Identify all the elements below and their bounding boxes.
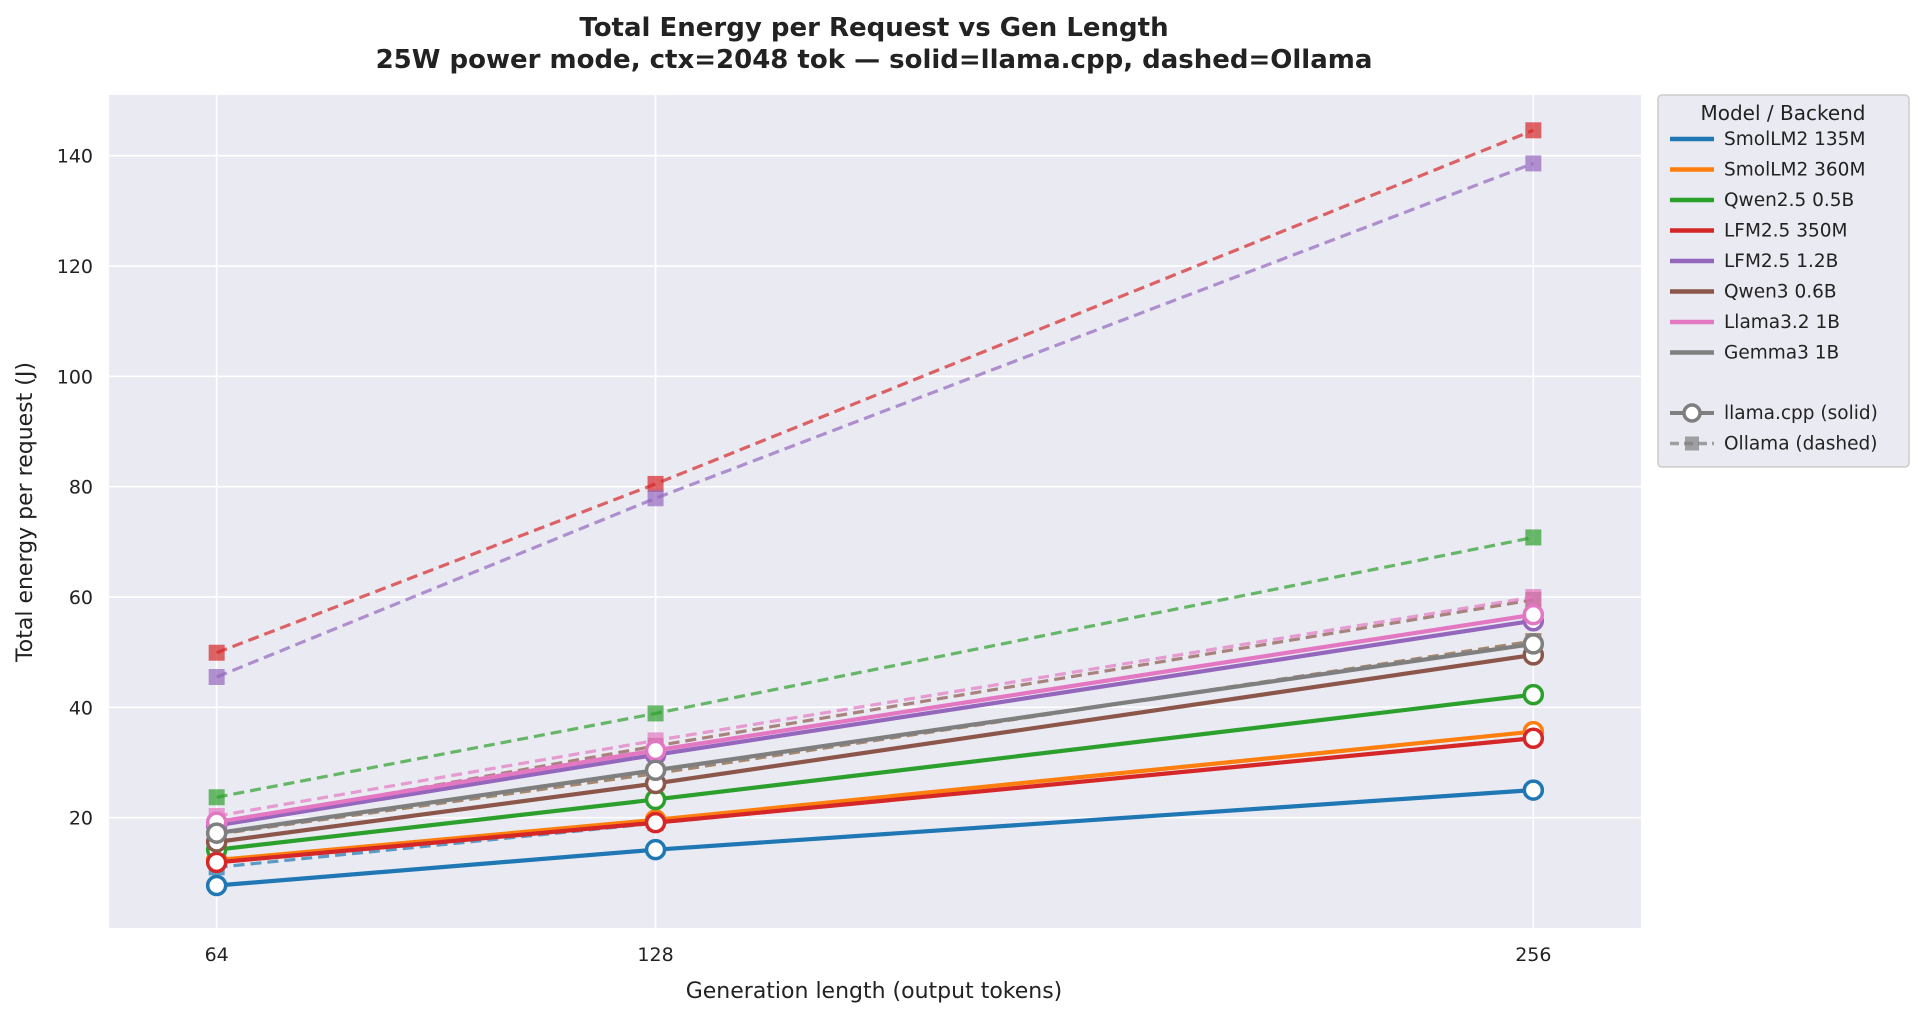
legend: Model / Backend SmolLM2 135M SmolLM2 360M…: [1657, 94, 1910, 468]
ollama-marker-lfm2-5-1-2b: [647, 490, 664, 507]
y-tick-labels: 20 40 60 80 100 120 140: [57, 146, 93, 830]
ollama-line-lfm2-5-350m: [216, 128, 1534, 655]
y-tick-label: 120: [57, 256, 93, 278]
ollama-marker-qwen2-5-0-5b: [208, 789, 225, 806]
legend-label-smollm2-135m: SmolLM2 135M: [1724, 129, 1865, 150]
legend-label-llama3-2-1b: Llama3.2 1B: [1724, 312, 1840, 333]
x-axis-label: Generation length (output tokens): [686, 979, 1063, 1004]
x-tick-label: 64: [205, 944, 229, 966]
legend-label-ollama: Ollama (dashed): [1724, 434, 1877, 455]
y-tick-label: 60: [69, 587, 93, 609]
ollama-marker-qwen2-5-0-5b: [1525, 529, 1542, 546]
y-tick-label: 140: [57, 146, 93, 168]
ollama-marker-lfm2-5-350m: [208, 644, 225, 661]
legend-label-qwen3-0-6b: Qwen3 0.6B: [1724, 282, 1837, 303]
llama-cpp-marker-llama3-2-1b: [1522, 603, 1545, 626]
y-tick-label: 20: [69, 808, 93, 830]
legend-label-gemma3-1b: Gemma3 1B: [1724, 343, 1839, 364]
y-tick-label: 80: [69, 477, 93, 499]
llama-cpp-marker-smollm2-135m: [205, 874, 228, 897]
llama-cpp-marker-qwen2-5-0-5b: [1522, 683, 1545, 706]
llama-cpp-marker-lfm2-5-350m: [1522, 727, 1545, 749]
llama-cpp-series: [205, 603, 1545, 897]
legend-label-lfm2-5-350m: LFM2.5 350M: [1724, 221, 1847, 242]
ollama-marker-lfm2-5-1-2b: [1525, 155, 1542, 172]
ollama-marker-qwen2-5-0-5b: [647, 705, 664, 722]
legend-label-qwen2-5-0-5b: Qwen2.5 0.5B: [1724, 190, 1854, 211]
ollama-line-lfm2-5-1-2b: [216, 161, 1534, 679]
legend-label-lfm2-5-1-2b: LFM2.5 1.2B: [1724, 251, 1838, 272]
legend-box: [1657, 94, 1910, 468]
legend-title: Model / Backend: [1700, 101, 1865, 125]
x-tick-label: 128: [637, 944, 673, 966]
llama-cpp-marker-gemma3-1b: [205, 822, 228, 844]
chart-subtitle: 25W power mode, ctx=2048 tok — solid=lla…: [376, 45, 1373, 75]
ollama-marker-lfm2-5-350m: [1525, 122, 1542, 139]
plot-area: [109, 95, 1641, 928]
llama-cpp-marker-smollm2-135m: [644, 838, 667, 861]
ollama-marker-llama3-2-1b: [1525, 589, 1542, 606]
llama-cpp-marker-smollm2-135m: [1522, 779, 1545, 801]
x-tick-labels: 64 128 256: [205, 944, 1552, 966]
llama-cpp-marker-lfm2-5-350m: [205, 851, 228, 874]
legend-label-smollm2-360m: SmolLM2 360M: [1724, 160, 1865, 181]
llama-cpp-marker-llama3-2-1b: [644, 739, 667, 762]
x-tick-label: 256: [1515, 944, 1551, 966]
llama-cpp-marker-lfm2-5-350m: [644, 811, 667, 834]
llama-cpp-marker-gemma3-1b: [644, 759, 667, 781]
legend-marker-ollama: [1685, 436, 1699, 451]
y-axis-label: Total energy per request (J): [13, 362, 38, 663]
ollama-marker-lfm2-5-350m: [647, 475, 664, 492]
llama-cpp-marker-gemma3-1b: [1522, 633, 1545, 655]
y-tick-label: 40: [69, 697, 93, 719]
chart-title: Total Energy per Request vs Gen Length: [579, 13, 1168, 43]
ollama-marker-lfm2-5-1-2b: [208, 668, 225, 685]
legend-label-llama-cpp: llama.cpp (solid): [1724, 403, 1878, 424]
y-tick-label: 100: [57, 366, 93, 388]
legend-marker-llama-cpp: [1682, 403, 1702, 423]
